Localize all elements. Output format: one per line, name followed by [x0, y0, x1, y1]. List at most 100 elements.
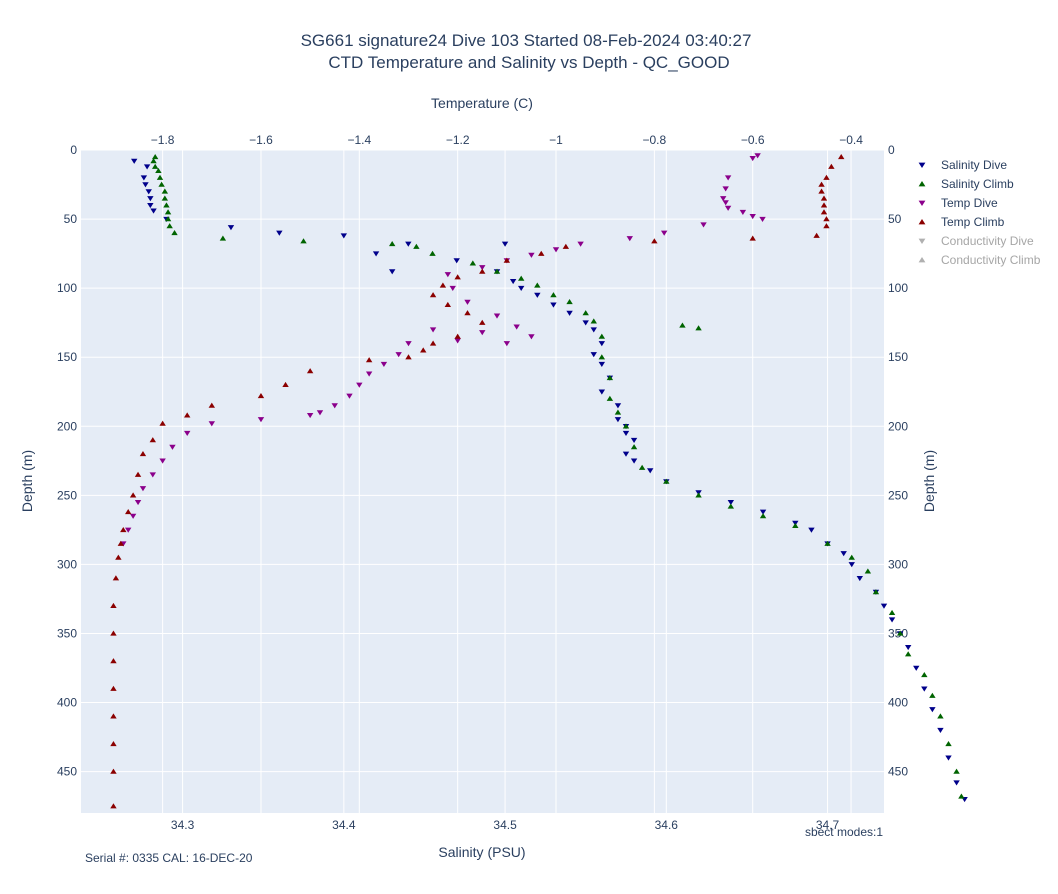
y-tick-label-left: 400 — [57, 696, 77, 710]
data-point — [663, 478, 670, 484]
data-point — [150, 208, 157, 214]
legend-label: Temp Dive — [941, 196, 998, 210]
data-point — [823, 216, 830, 222]
legend-item-salinity-dive[interactable]: Salinity Dive — [918, 158, 1008, 172]
data-point — [156, 174, 164, 180]
data-point — [372, 251, 380, 257]
data-point — [184, 412, 191, 418]
data-point — [208, 402, 216, 408]
data-point — [888, 609, 896, 615]
data-point — [184, 430, 191, 437]
data-point — [227, 225, 235, 231]
data-point — [134, 499, 142, 506]
data-point — [139, 486, 147, 492]
data-point — [444, 301, 452, 307]
data-point — [598, 333, 606, 339]
data-point — [622, 430, 630, 437]
data-point — [306, 368, 314, 374]
x-tick-label-temperature: −0.6 — [741, 133, 765, 147]
data-point — [300, 238, 307, 244]
data-point — [429, 340, 437, 346]
data-point — [429, 250, 436, 256]
data-point — [453, 258, 460, 264]
data-point — [566, 310, 573, 316]
y-tick-label-left: 300 — [57, 557, 77, 571]
data-point — [155, 167, 162, 173]
data-point — [331, 403, 338, 409]
legend[interactable]: Salinity Dive Salinity Climb Temp Dive Temp… — [918, 158, 1041, 267]
data-point — [147, 203, 154, 209]
legend-item-conductivity-climb[interactable]: Conductivity Climb — [918, 253, 1041, 267]
y-tick-label-left: 250 — [57, 488, 77, 502]
data-point — [896, 630, 904, 636]
data-point — [316, 410, 324, 416]
data-point — [724, 205, 732, 211]
data-point — [129, 492, 137, 498]
data-point — [749, 214, 756, 220]
data-point — [749, 156, 756, 162]
data-point — [937, 727, 944, 734]
data-point — [380, 361, 388, 367]
left-axis-title: Depth (m) — [19, 450, 35, 512]
legend-item-temp-dive[interactable]: Temp Dive — [918, 196, 998, 210]
data-point — [528, 334, 535, 340]
legend-item-conductivity-dive[interactable]: Conductivity Dive — [918, 234, 1034, 248]
legend-symbol — [918, 162, 926, 169]
data-point — [582, 310, 589, 316]
data-point — [257, 417, 265, 423]
data-point — [614, 417, 622, 423]
x-tick-label-temperature: −1.6 — [249, 133, 273, 147]
data-point — [149, 472, 156, 478]
data-point — [464, 310, 471, 316]
data-point — [140, 175, 148, 181]
y-tick-label-right: 50 — [888, 212, 902, 226]
y-tick-label-left: 0 — [70, 143, 77, 157]
data-point — [679, 322, 686, 328]
data-point — [864, 568, 872, 574]
data-point — [590, 318, 597, 324]
data-point — [538, 250, 545, 256]
data-point — [660, 230, 668, 236]
data-point — [110, 713, 117, 719]
data-point — [820, 209, 828, 215]
data-point — [405, 341, 412, 347]
top-axis-title: Temperature (C) — [431, 95, 533, 111]
x-tick-label-temperature: −0.4 — [839, 133, 863, 147]
data-point — [356, 382, 363, 388]
data-point — [120, 526, 127, 533]
data-point — [517, 275, 525, 281]
data-point — [110, 768, 117, 774]
data-point — [479, 330, 486, 336]
data-point — [622, 423, 630, 429]
data-point — [139, 450, 147, 457]
data-point — [125, 509, 132, 515]
data-point — [953, 780, 960, 786]
legend-item-salinity-climb[interactable]: Salinity Climb — [918, 177, 1014, 191]
data-point — [646, 468, 654, 474]
x-tick-label-temperature: −1.2 — [446, 133, 470, 147]
data-point — [695, 325, 702, 331]
legend-symbol — [918, 256, 926, 263]
legend-item-temp-climb[interactable]: Temp Climb — [918, 215, 1005, 229]
data-point — [614, 403, 622, 409]
data-point — [945, 755, 952, 761]
y-tick-label-left: 50 — [64, 212, 78, 226]
data-point — [503, 257, 511, 263]
data-point — [276, 230, 283, 236]
data-point — [614, 409, 622, 415]
legend-label: Salinity Dive — [941, 158, 1007, 172]
data-point — [151, 154, 159, 160]
data-point — [454, 333, 461, 339]
data-point — [913, 665, 920, 671]
data-point — [722, 200, 729, 206]
data-point — [880, 603, 888, 609]
data-point — [739, 209, 747, 216]
data-point — [110, 602, 117, 609]
data-point — [405, 241, 412, 247]
data-point — [149, 437, 156, 443]
data-point — [219, 235, 227, 241]
data-point — [749, 235, 756, 241]
y-tick-label-left: 150 — [57, 350, 77, 364]
data-point — [517, 285, 525, 292]
data-point — [164, 216, 172, 222]
